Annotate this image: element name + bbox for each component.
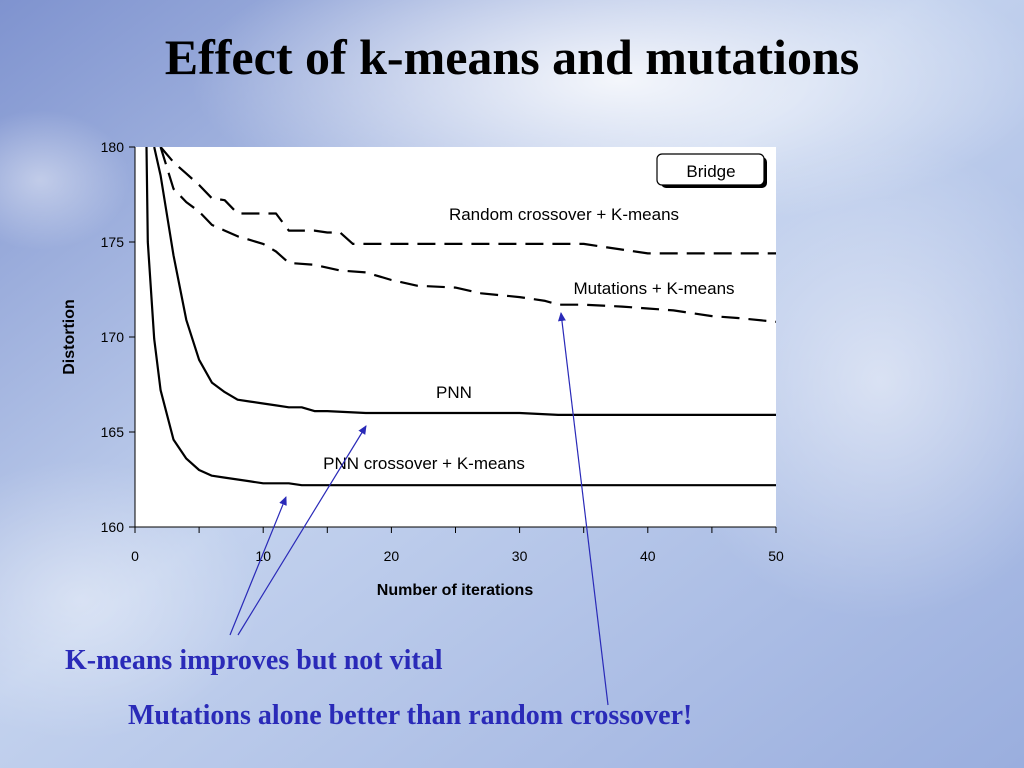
series-line-pnn: [153, 147, 776, 416]
series-line-pnn-crossover: [145, 147, 776, 487]
series-label-pnn: PNN: [436, 383, 472, 402]
y-tick-label: 175: [101, 234, 125, 250]
x-tick-label: 30: [512, 548, 528, 564]
note-kmeans: K-means improves but not vital: [65, 645, 443, 676]
y-tick-label: 160: [101, 519, 125, 535]
series-label-random-crossover: Random crossover + K-means: [449, 205, 679, 224]
y-tick-label: 165: [101, 424, 125, 440]
series-label-pnn-crossover: PNN crossover + K-means: [323, 454, 525, 473]
x-tick-label: 0: [131, 548, 139, 564]
y-axis-title: Distortion: [61, 299, 78, 375]
y-tick-label: 170: [101, 329, 125, 345]
x-tick-label: 20: [384, 548, 400, 564]
legend-label: Bridge: [686, 162, 735, 181]
x-axis-title: Number of iterations: [377, 582, 534, 599]
x-tick-label: 40: [640, 548, 656, 564]
x-tick-label: 50: [768, 548, 784, 564]
slide-title: Effect of k-means and mutations: [164, 29, 860, 85]
series-line-mutations: [159, 147, 776, 323]
arrow-to-mutations: [557, 312, 609, 706]
y-tick-label: 180: [101, 139, 125, 155]
x-tick-label: 10: [255, 548, 271, 564]
note-mutations: Mutations alone better than random cross…: [128, 700, 693, 731]
plot-area: [135, 147, 776, 527]
arrow-to-pnn-crossover: [229, 496, 287, 636]
arrow-to-pnn: [237, 425, 367, 636]
series-line-random-crossover: [159, 147, 776, 255]
legend: Bridge: [656, 153, 767, 188]
series-label-mutations: Mutations + K-means: [573, 279, 734, 298]
annotation-arrows: [229, 312, 609, 706]
legend-box: [656, 153, 765, 186]
